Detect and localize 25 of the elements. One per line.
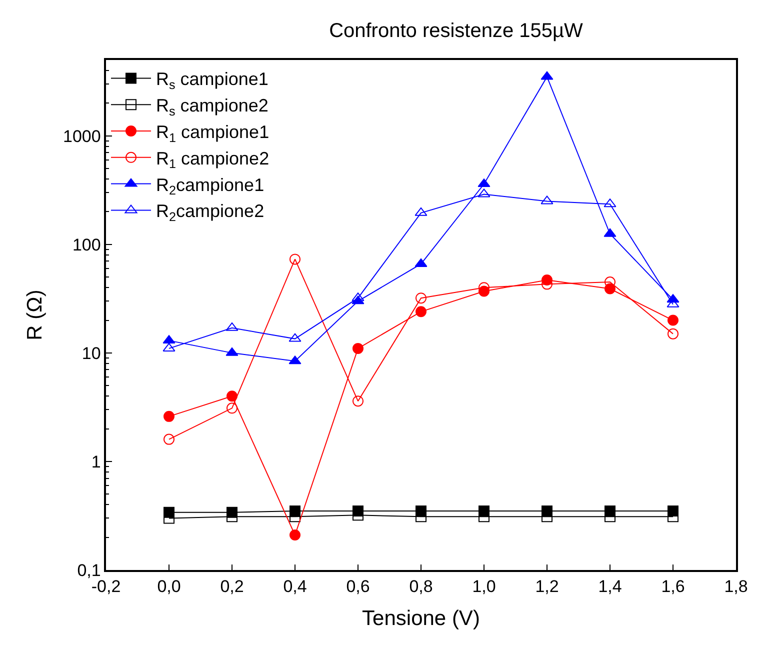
- legend-label: R$_{2}$campione2: [156, 201, 264, 224]
- x-tick-label: 1,0: [472, 577, 496, 596]
- legend-label: R$_{s}$ campione2: [156, 96, 268, 118]
- x-tick-label: 1,8: [724, 577, 748, 596]
- x-tick-label: 0,2: [220, 577, 244, 596]
- x-tick-label: 0,8: [409, 577, 433, 596]
- y-tick-label: 1: [91, 452, 101, 472]
- chart-title: Confronto resistenze 155µW: [329, 20, 584, 42]
- y-tick-label: 1000: [63, 126, 101, 146]
- legend-label: R$_{s}$ campione1: [156, 69, 268, 92]
- x-tick-label: 0,0: [157, 577, 181, 596]
- y-tick-label: 10: [82, 344, 101, 363]
- x-tick-label: 1,4: [598, 577, 622, 596]
- legend-label: R$_{1}$ campione1: [156, 122, 270, 145]
- x-tick-label: 0,6: [346, 577, 370, 596]
- legend-label: R$_{1}$ campione2: [156, 148, 270, 172]
- y-tick-label: 100: [72, 235, 101, 254]
- x-axis-title: Tensione (V): [362, 606, 480, 630]
- y-axis-title: R (Ω): [24, 290, 47, 340]
- x-tick-label: -0,2: [91, 577, 121, 596]
- y-tick-label: 0,1: [77, 560, 101, 580]
- legend-label: R$_{2}$campione1: [156, 174, 264, 198]
- x-tick-label: 1,2: [535, 577, 559, 596]
- x-tick-label: 0,4: [283, 577, 307, 596]
- x-tick-label: 1,6: [661, 577, 685, 596]
